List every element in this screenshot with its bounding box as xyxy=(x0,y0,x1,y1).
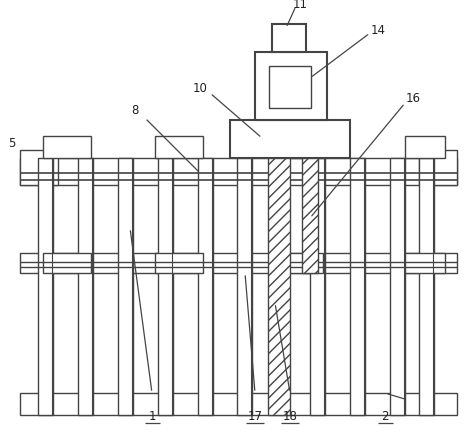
Bar xyxy=(271,24,306,52)
Bar xyxy=(404,253,444,273)
Bar xyxy=(158,158,173,415)
Bar xyxy=(389,158,404,415)
Bar xyxy=(155,136,203,158)
Bar xyxy=(237,158,251,415)
Text: 16: 16 xyxy=(405,91,420,104)
Bar xyxy=(20,150,58,185)
Bar xyxy=(418,158,433,415)
Bar xyxy=(20,393,456,415)
Bar xyxy=(20,158,456,185)
Bar xyxy=(229,120,349,158)
Bar xyxy=(38,158,53,415)
Bar xyxy=(268,158,289,415)
Bar xyxy=(418,150,456,185)
Text: 17: 17 xyxy=(247,409,262,422)
Bar xyxy=(349,158,364,415)
Bar xyxy=(118,158,133,415)
Text: 2: 2 xyxy=(380,409,388,422)
Bar xyxy=(255,52,327,120)
Bar xyxy=(198,158,213,415)
Text: 11: 11 xyxy=(292,0,307,10)
Text: 10: 10 xyxy=(192,82,207,95)
Text: 18: 18 xyxy=(282,409,297,422)
Bar xyxy=(275,253,322,273)
Bar xyxy=(43,136,91,158)
Bar xyxy=(155,253,203,273)
Bar xyxy=(275,136,322,158)
Bar xyxy=(20,253,456,273)
Bar xyxy=(301,158,317,273)
Text: 8: 8 xyxy=(131,103,139,116)
Bar xyxy=(78,158,93,415)
Text: 5: 5 xyxy=(8,137,16,150)
Text: 1: 1 xyxy=(148,409,156,422)
Text: 14: 14 xyxy=(370,23,385,36)
Bar xyxy=(268,66,310,108)
Bar xyxy=(404,136,444,158)
Bar xyxy=(43,253,91,273)
Bar xyxy=(309,158,324,415)
